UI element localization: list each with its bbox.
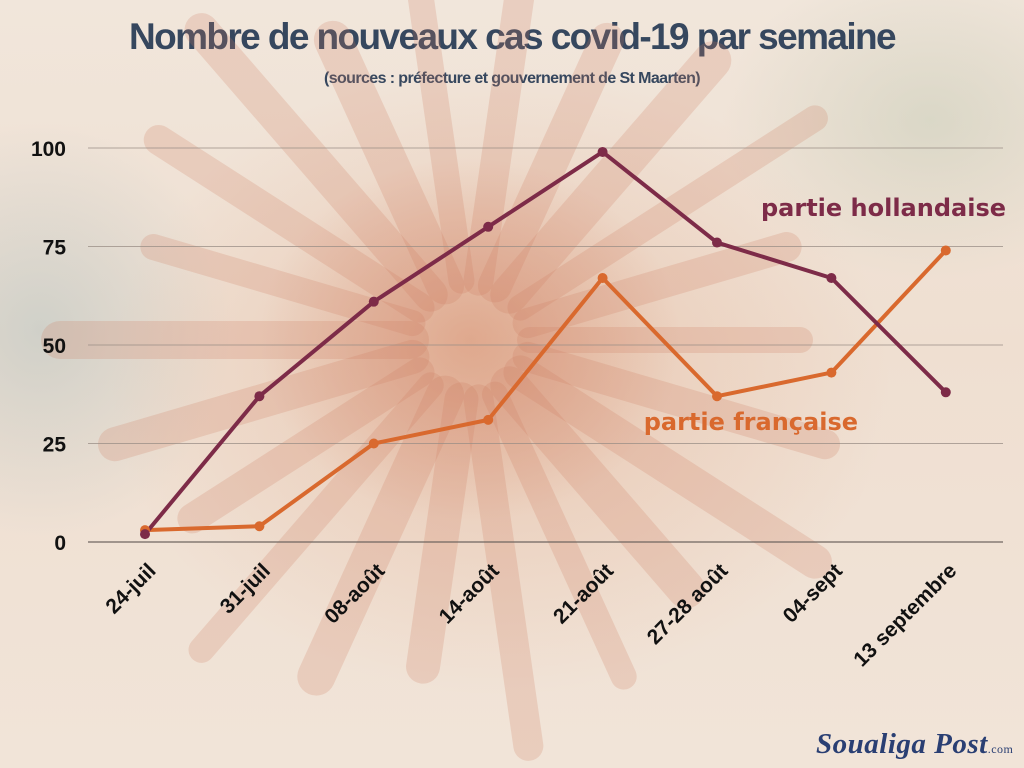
- chart-subtitle: (sources : préfecture et gouvernement de…: [324, 70, 701, 87]
- data-point-francaise: [597, 273, 608, 284]
- x-tick-label: 24-juil: [101, 559, 160, 618]
- logo-domain: .com: [987, 742, 1014, 756]
- chart-title: Nombre de nouveaux cas covid-19 par sema…: [129, 16, 897, 57]
- virus-spike: [188, 372, 444, 663]
- virus-spike: [143, 124, 435, 323]
- virus-spike: [477, 22, 625, 303]
- data-point-hollandaise: [368, 296, 379, 307]
- data-point-francaise: [712, 391, 722, 402]
- data-point-francaise: [254, 521, 265, 532]
- series-labels: partie hollandaise partie française: [644, 194, 1006, 436]
- data-point-hollandaise: [826, 273, 837, 284]
- virus-spike: [184, 13, 448, 312]
- virus-spike: [512, 232, 802, 339]
- x-tick-label: 13 septembre: [849, 559, 961, 671]
- series-lines: [143, 149, 948, 537]
- data-point-hollandaise: [712, 237, 722, 248]
- data-point-hollandaise: [140, 529, 150, 540]
- y-tick-label: 100: [31, 138, 66, 161]
- data-point-hollandaise: [483, 221, 494, 232]
- data-point-hollandaise: [597, 146, 608, 157]
- y-tick-label: 75: [43, 237, 67, 260]
- virus-spike: [490, 366, 706, 609]
- soualiga-post-logo: Soualiga Post.com: [816, 728, 1013, 761]
- virus-spike: [490, 41, 732, 314]
- virus-spike: [512, 341, 841, 460]
- virus-spike: [297, 375, 465, 696]
- gridlines: [88, 147, 1003, 543]
- virus-spike: [463, 384, 544, 761]
- series-line-francaise: [143, 248, 948, 533]
- y-tick-label: 0: [54, 532, 66, 555]
- series-line-hollandaise: [143, 149, 948, 537]
- series-points: [140, 146, 951, 540]
- virus-spike: [140, 234, 426, 337]
- y-tick-labels: 0 25 50 75 100: [31, 138, 66, 555]
- data-point-hollandaise: [940, 387, 951, 398]
- virus-spike: [507, 105, 828, 321]
- series-label-hollandaise: partie hollandaise: [761, 194, 1006, 222]
- data-point-francaise: [940, 245, 951, 256]
- virus-spike: [407, 0, 475, 294]
- virus-spike: [503, 355, 832, 579]
- y-tick-label: 25: [43, 434, 67, 457]
- series-label-francaise: partie française: [644, 408, 858, 436]
- logo-name: Soualiga Post: [816, 728, 988, 760]
- virus-spike: [406, 382, 479, 684]
- virus-spike: [97, 339, 430, 462]
- virus-spikes-decor: [41, 0, 841, 761]
- virus-spike: [313, 20, 465, 305]
- virus-spike: [177, 357, 435, 534]
- y-tick-label: 50: [43, 335, 66, 358]
- data-point-francaise: [368, 438, 379, 449]
- virus-spike: [481, 381, 637, 690]
- x-tick-labels: 24-juil 31-juil 08-août 14-août 21-août 27-28…: [101, 559, 961, 671]
- data-point-hollandaise: [254, 391, 265, 402]
- data-point-francaise: [483, 414, 494, 425]
- data-point-francaise: [826, 367, 837, 378]
